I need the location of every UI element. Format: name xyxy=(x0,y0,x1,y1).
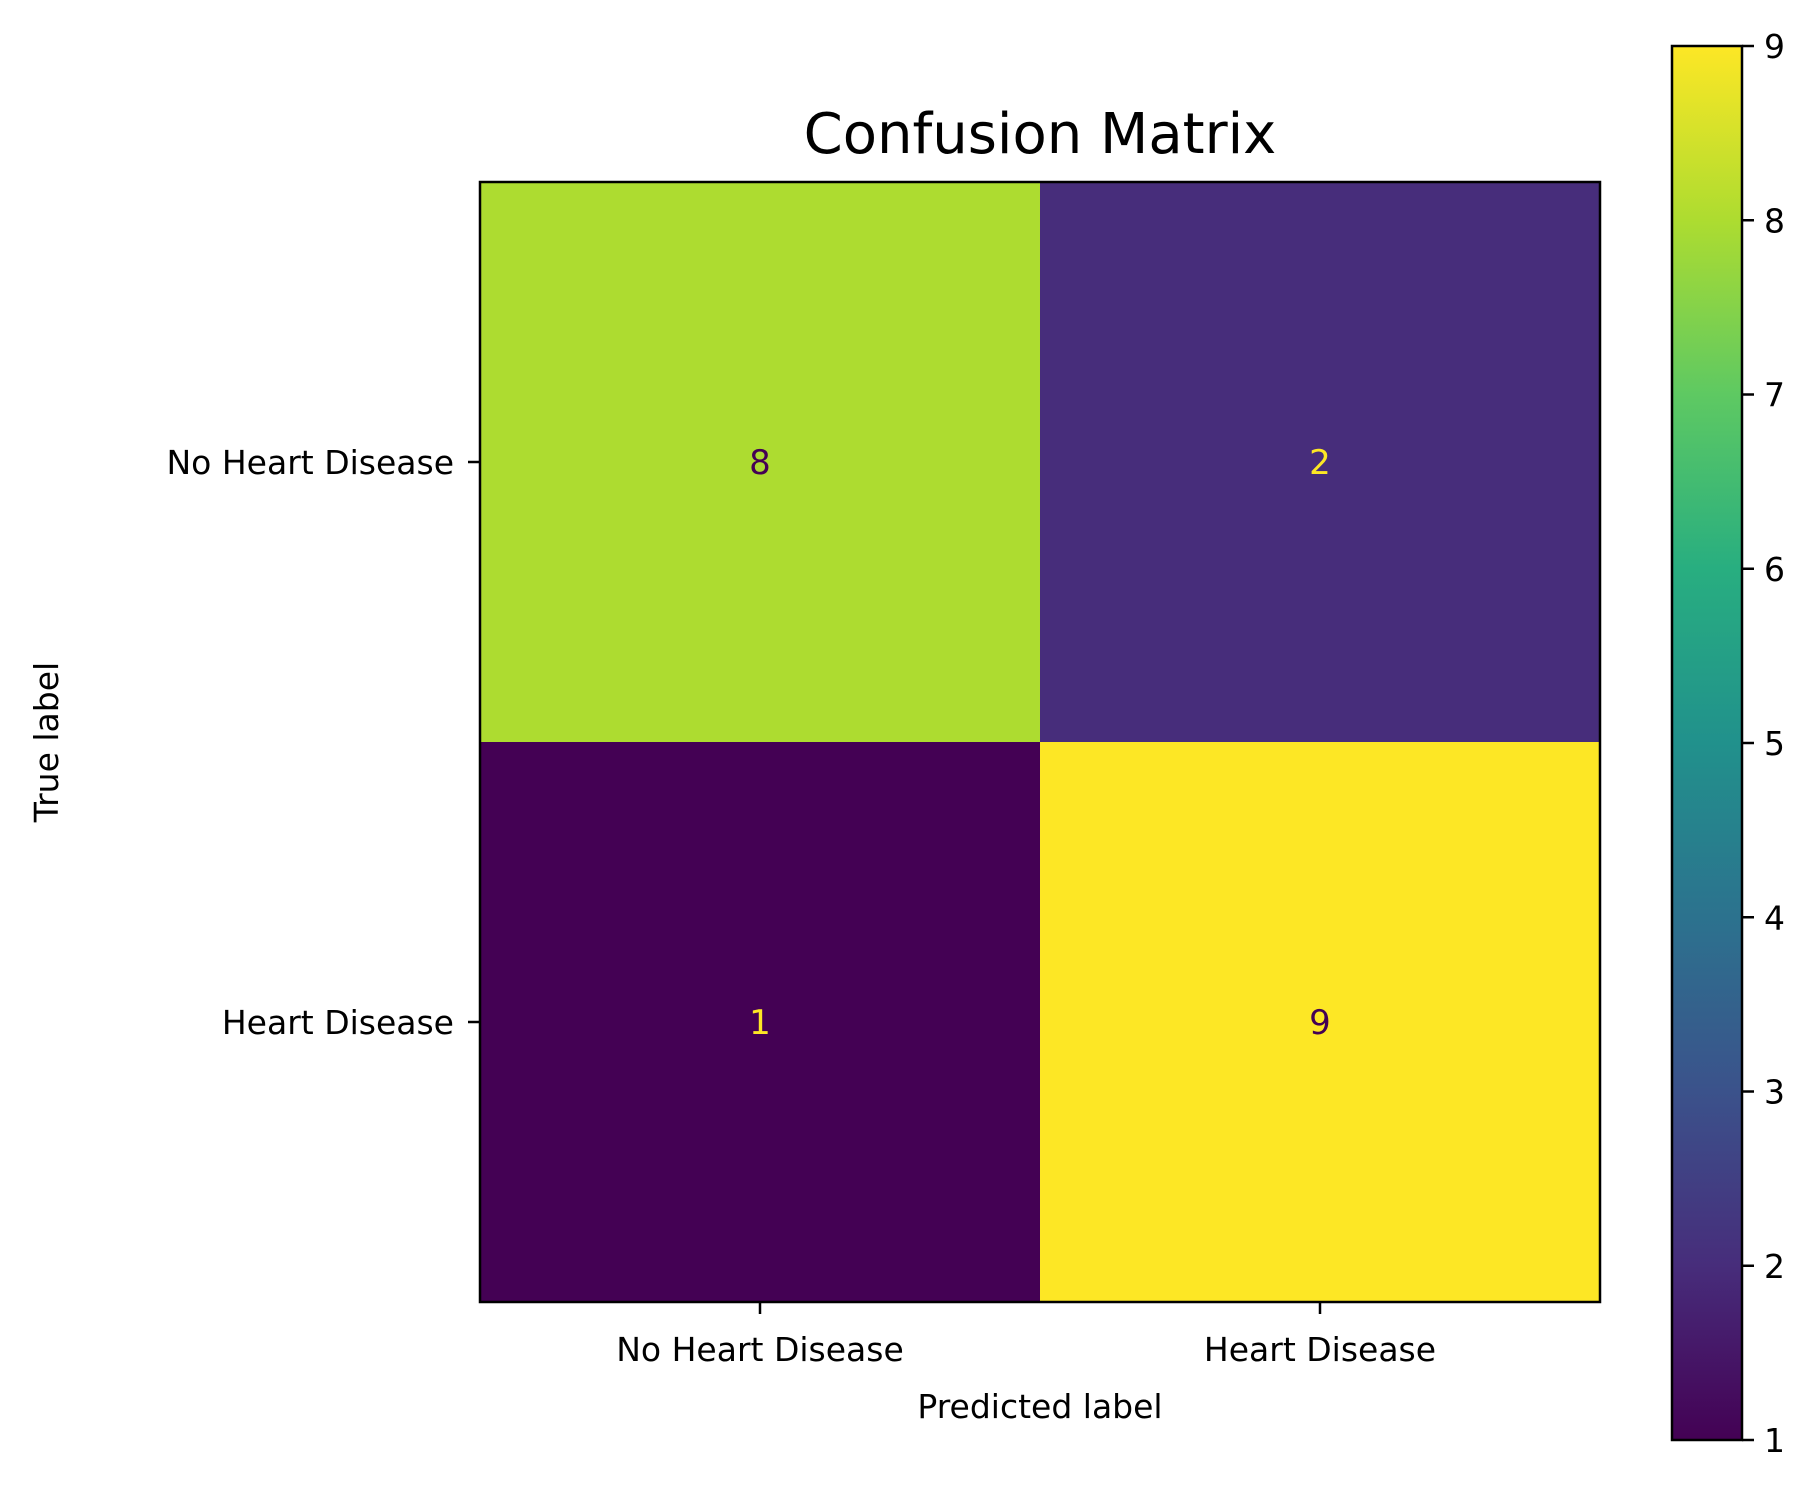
matrix-cell xyxy=(1040,182,1600,742)
matrix-cell-label: 8 xyxy=(749,443,771,483)
colorbar-tick-label: 9 xyxy=(1764,27,1785,66)
x-tick-label: No Heart Disease xyxy=(616,1330,904,1369)
matrix-cell-label: 1 xyxy=(749,1003,771,1043)
colorbar-tick-label: 4 xyxy=(1764,898,1785,937)
plot-frame xyxy=(478,180,1602,1304)
colorbar-tick-label: 6 xyxy=(1764,550,1785,589)
matrix-cell xyxy=(480,182,1040,742)
colorbar-tick-label: 1 xyxy=(1764,1421,1785,1460)
colorbar-tick-label: 7 xyxy=(1764,376,1785,415)
matrix-cell-label: 9 xyxy=(1309,1003,1331,1043)
matrix-cell xyxy=(1040,742,1600,1302)
colorbar-tick-label: 8 xyxy=(1764,201,1785,240)
colorbar-tick-label: 2 xyxy=(1764,1247,1785,1286)
matrix-cell xyxy=(480,742,1040,1302)
matrix-cells xyxy=(480,182,1600,1302)
colorbar-ticks: 1 2 3 4 5 6 7 8 9 xyxy=(1742,27,1785,1460)
y-axis-ticks: No Heart Disease Heart Disease xyxy=(167,443,480,1042)
matrix-cell-label: 2 xyxy=(1309,443,1331,483)
y-tick-label: No Heart Disease xyxy=(167,443,455,482)
colorbar-tick-label: 5 xyxy=(1764,724,1785,763)
matrix-cell-labels: 8 2 1 9 xyxy=(749,443,1331,1043)
colorbar-tick-label: 3 xyxy=(1764,1073,1785,1112)
x-tick-label: Heart Disease xyxy=(1204,1330,1436,1369)
y-tick-label: Heart Disease xyxy=(222,1003,454,1042)
chart-title: Confusion Matrix xyxy=(804,102,1277,167)
x-axis-label: Predicted label xyxy=(917,1387,1162,1426)
colorbar xyxy=(1670,44,1744,1442)
x-axis-ticks: No Heart Disease Heart Disease xyxy=(616,1302,1436,1369)
y-axis-label: True label xyxy=(27,662,66,823)
